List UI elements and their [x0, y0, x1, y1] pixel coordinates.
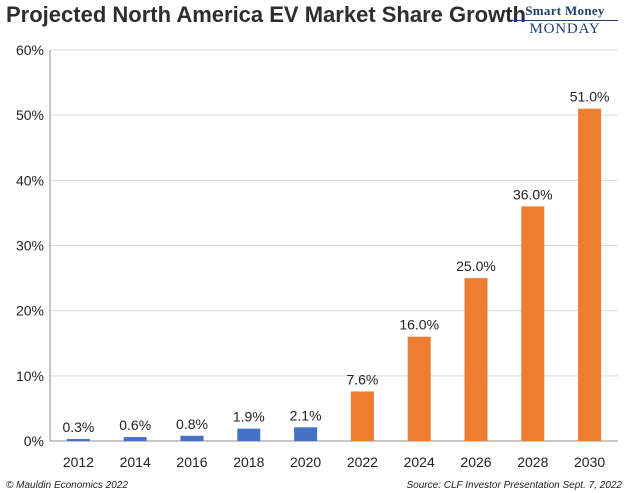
- chart-title: Projected North America EV Market Share …: [6, 2, 526, 27]
- x-tick-label: 2024: [404, 454, 435, 470]
- data-label: 16.0%: [399, 317, 439, 333]
- x-tick-label: 2012: [63, 454, 94, 470]
- bar: [350, 391, 374, 441]
- bar: [237, 428, 261, 441]
- bar: [521, 206, 545, 441]
- y-tick-label: 0%: [24, 433, 44, 449]
- bar: [180, 435, 204, 441]
- data-label: 25.0%: [456, 258, 496, 274]
- logo-line-2: MONDAY: [529, 21, 601, 37]
- x-tick-label: 2018: [233, 454, 264, 470]
- smart-money-monday-logo: Smart Money MONDAY: [506, 3, 624, 38]
- logo-line-1: Smart Money: [525, 3, 605, 18]
- bar: [66, 439, 90, 441]
- y-tick-label: 10%: [16, 368, 44, 384]
- data-label: 0.3%: [62, 419, 94, 435]
- x-tick-label: 2030: [574, 454, 605, 470]
- data-label: 7.6%: [346, 371, 378, 387]
- y-tick-label: 30%: [16, 238, 44, 254]
- data-label: 36.0%: [513, 186, 553, 202]
- bar: [294, 427, 318, 441]
- y-tick-label: 40%: [16, 172, 44, 188]
- data-label: 0.8%: [176, 416, 208, 432]
- x-tick-label: 2020: [290, 454, 321, 470]
- data-label: 2.1%: [290, 407, 322, 423]
- y-tick-label: 20%: [16, 303, 44, 319]
- x-tick-label: 2014: [120, 454, 151, 470]
- logo-divider: [512, 20, 618, 21]
- copyright-note: © Mauldin Economics 2022: [6, 480, 128, 491]
- x-tick-label: 2016: [176, 454, 207, 470]
- data-label: 0.6%: [119, 417, 151, 433]
- x-tick-label: 2028: [517, 454, 548, 470]
- x-tick-label: 2022: [347, 454, 378, 470]
- bar: [123, 437, 147, 441]
- bar: [464, 278, 488, 441]
- bar: [407, 336, 431, 441]
- y-tick-label: 60%: [16, 42, 44, 58]
- x-tick-label: 2026: [460, 454, 491, 470]
- data-label: 1.9%: [233, 409, 265, 425]
- source-note: Source: CLF Investor Presentation Sept. …: [406, 480, 623, 491]
- bar: [578, 108, 602, 442]
- y-tick-label: 50%: [16, 107, 44, 123]
- data-label: 51.0%: [570, 89, 610, 105]
